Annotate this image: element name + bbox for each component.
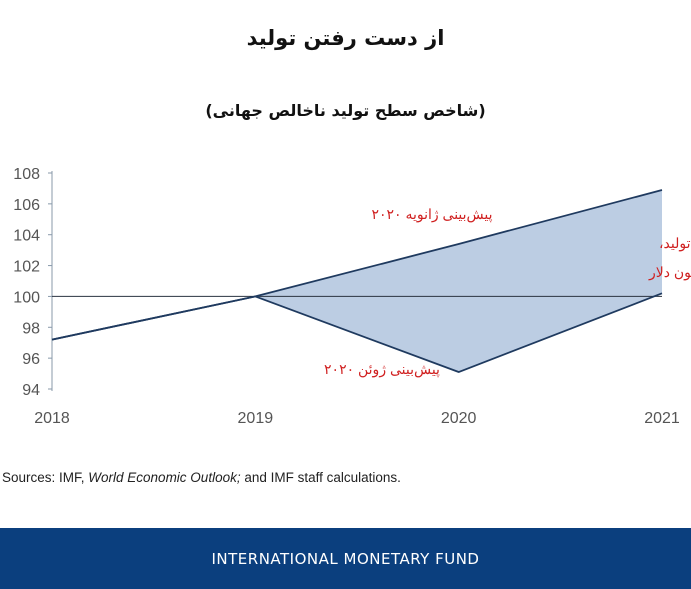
y-tick-label: 108 bbox=[13, 166, 40, 183]
source-suffix: and IMF staff calculations. bbox=[240, 470, 401, 485]
y-axis: 94 96 98 100 102 104 106 108 bbox=[13, 166, 53, 399]
chart-title: از دست رفتن تولید bbox=[246, 26, 445, 50]
imf-footer-bar: INTERNATIONAL MONETARY FUND bbox=[0, 528, 691, 589]
footer-brand: INTERNATIONAL MONETARY FUND bbox=[211, 549, 480, 568]
x-tick-label: 2019 bbox=[238, 410, 274, 427]
source-note: Sources: IMF, World Economic Outlook; an… bbox=[2, 470, 401, 485]
loss-annotation-line2: ۱۲ تریلیون دلار bbox=[648, 264, 691, 281]
x-tick-label: 2021 bbox=[644, 410, 680, 427]
y-tick-label: 98 bbox=[22, 320, 40, 337]
x-axis: 2018 2019 2020 2021 bbox=[34, 410, 680, 427]
y-tick-label: 96 bbox=[22, 351, 40, 368]
y-tick-label: 106 bbox=[13, 197, 40, 214]
series-line-june-2020 bbox=[51, 292, 663, 373]
source-prefix: Sources: IMF, bbox=[2, 470, 89, 485]
output-loss-chart: 94 96 98 100 102 104 106 108 2018 2019 2020 2021 پ… bbox=[13, 166, 691, 427]
x-tick-label: 2018 bbox=[34, 410, 70, 427]
source-italic: World Economic Outlook; bbox=[88, 470, 241, 485]
y-tick-label: 104 bbox=[13, 228, 40, 245]
y-tick-label: 102 bbox=[13, 259, 40, 276]
cumulative-loss-area bbox=[255, 189, 663, 373]
y-tick-label: 100 bbox=[13, 289, 40, 306]
y-tick-label: 94 bbox=[22, 382, 40, 399]
series-label-january-2020: پیش‌بینی ژانویه ۲۰۲۰ bbox=[371, 206, 492, 223]
chart-subtitle: (شاخص سطح تولید ناخالص جهانی) bbox=[205, 101, 486, 120]
series-label-june-2020: پیش‌بینی ژوئن ۲۰۲۰ bbox=[324, 361, 440, 378]
x-tick-label: 2020 bbox=[441, 410, 477, 427]
loss-annotation-line1: زیان تجمعی تولید، bbox=[659, 235, 691, 252]
